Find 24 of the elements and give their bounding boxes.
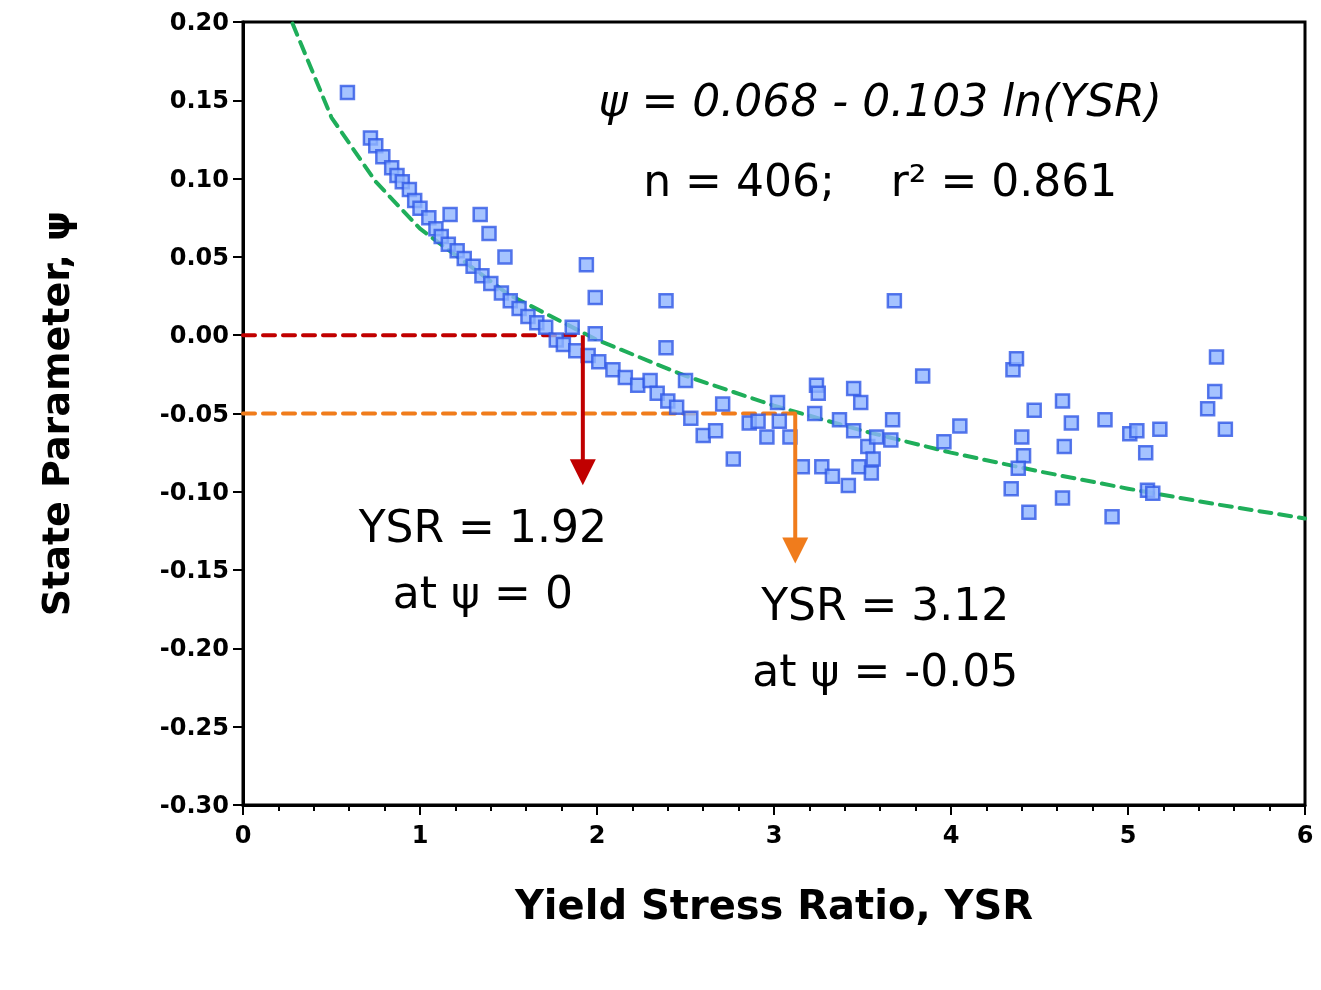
- x-axis-title: Yield Stress Ratio, YSR: [513, 882, 1034, 928]
- x-tick-label: 5: [1119, 821, 1137, 849]
- annotation: n = 406; r² = 0.861: [643, 154, 1118, 206]
- x-tick-label: 6: [1296, 821, 1314, 849]
- y-tick-label: 0.15: [169, 86, 229, 115]
- y-axis-title: State Parameter, ψ: [34, 210, 78, 617]
- y-tick-label: -0.15: [159, 556, 229, 585]
- y-tick-label: -0.20: [159, 634, 229, 663]
- x-tick-label: 0: [234, 821, 252, 849]
- y-tick-label: 0.05: [169, 242, 229, 271]
- y-tick-label: 0.00: [169, 321, 229, 350]
- y-tick-label: -0.30: [159, 791, 229, 819]
- x-tick-label: 4: [942, 821, 960, 849]
- x-tick-label: 1: [411, 821, 429, 849]
- annotation: ψ = 0.068 - 0.103 ln(YSR): [598, 74, 1162, 126]
- y-tick-label: -0.10: [159, 477, 229, 506]
- y-tick-label: -0.25: [159, 712, 229, 741]
- x-tick-label: 2: [588, 821, 606, 849]
- y-tick-label: 0.20: [169, 8, 229, 36]
- annotation: YSR = 3.12 at ψ = -0.05: [752, 579, 1019, 696]
- x-tick-label: 3: [765, 821, 783, 849]
- annotation: YSR = 1.92 at ψ = 0: [357, 500, 607, 618]
- y-tick-label: -0.05: [159, 399, 229, 428]
- y-tick-label: 0.10: [169, 164, 229, 193]
